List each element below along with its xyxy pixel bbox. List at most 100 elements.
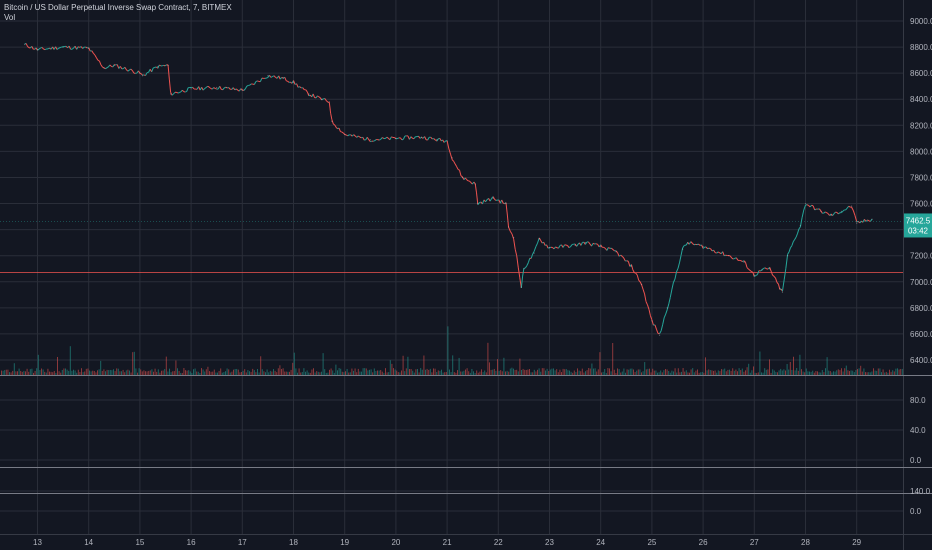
volume-bar: [218, 370, 220, 375]
volume-bar: [257, 368, 258, 375]
price-segment: [105, 67, 108, 70]
volume-bar: [815, 371, 817, 375]
x-axis-tick-label: 26: [699, 538, 708, 547]
volume-bar: [674, 368, 676, 375]
price-segment: [130, 68, 133, 71]
volume-bar: [689, 372, 690, 375]
volume-bar: [753, 366, 754, 375]
price-segment: [58, 47, 61, 49]
price-segment: [533, 246, 537, 252]
price-axis-tick-label: 6600.0: [910, 330, 932, 339]
volume-bar: [289, 371, 290, 375]
volume-bar: [349, 372, 351, 375]
volume-bar: [255, 372, 257, 375]
volume-bar: [93, 370, 95, 375]
volume-bar: [477, 372, 479, 375]
volume-bar: [777, 372, 778, 375]
price-segment: [237, 89, 240, 92]
price-segment: [489, 198, 493, 202]
volume-bar: [660, 370, 662, 375]
price-segment: [299, 86, 302, 89]
volume-bar: [473, 371, 474, 375]
volume-bar: [429, 368, 431, 375]
price-segment: [421, 136, 424, 139]
volume-bar: [207, 366, 209, 375]
volume-bar: [732, 368, 734, 375]
price-segment: [362, 137, 365, 141]
volume-bar: [498, 370, 500, 375]
price-data-point: [523, 268, 525, 270]
volume-bar: [127, 369, 129, 375]
volume-bar: [271, 371, 273, 375]
volume-bar: [781, 370, 783, 375]
volume-bar: [209, 371, 210, 375]
price-segment: [98, 60, 102, 66]
volume-bar: [722, 369, 724, 375]
price-segment: [448, 148, 451, 155]
volume-bar: [559, 369, 561, 375]
x-axis-tick-label: 29: [852, 538, 861, 547]
price-segment: [131, 70, 135, 74]
volume-bar: [788, 369, 790, 375]
price-segment: [419, 136, 422, 139]
volume-bar: [138, 368, 140, 375]
price-segment: [345, 134, 348, 137]
volume-bar: [285, 371, 287, 375]
volume-bar: [425, 369, 426, 375]
volume-bar: [468, 371, 470, 375]
price-data-point: [103, 67, 105, 69]
price-segment: [540, 240, 543, 244]
volume-bar: [618, 369, 620, 375]
price-segment: [302, 87, 305, 90]
volume-bar: [412, 370, 414, 375]
volume-bar: [537, 369, 538, 375]
volume-bar: [433, 368, 434, 375]
volume-bar: [437, 370, 439, 375]
volume-bar: [284, 371, 286, 375]
volume-bar: [177, 368, 178, 375]
volume-bar: [521, 369, 522, 375]
volume-bar: [818, 372, 820, 375]
volume-bar: [809, 371, 810, 375]
price-segment: [770, 270, 774, 276]
volume-bar: [330, 368, 332, 375]
volume-bar: [333, 372, 335, 375]
volume-bar: [103, 369, 105, 375]
volume-bar: [823, 372, 825, 375]
price-segment: [168, 79, 172, 93]
volume-bar: [45, 372, 47, 375]
volume-bar: [405, 368, 407, 375]
volume-bar: [738, 368, 740, 375]
volume-bar: [865, 372, 866, 375]
price-segment: [562, 244, 565, 248]
volume-bar: [866, 372, 868, 375]
volume-bar: [236, 368, 238, 375]
price-segment: [535, 242, 539, 247]
price-segment: [293, 80, 296, 85]
volume-bar: [610, 371, 612, 375]
volume-bar: [863, 368, 865, 375]
price-data-point: [420, 136, 423, 138]
price-segment: [55, 46, 58, 50]
price-segment: [106, 66, 109, 69]
volume-bar: [828, 370, 830, 375]
price-segment: [836, 212, 839, 215]
volume-bar: [300, 372, 302, 375]
price-segment: [588, 241, 591, 245]
volume-bar: [449, 369, 450, 375]
price-segment: [522, 268, 525, 277]
price-segment: [287, 80, 290, 83]
x-axis-tick-label: 20: [391, 538, 400, 547]
price-segment: [85, 46, 88, 49]
price-segment: [284, 77, 287, 81]
volume-bar: [557, 372, 559, 375]
price-data-point: [321, 98, 323, 100]
volume-bar: [108, 370, 110, 375]
price-segment: [401, 138, 404, 141]
price-segment: [249, 83, 252, 86]
volume-bar: [290, 369, 292, 375]
price-segment: [71, 47, 74, 50]
volume-bar: [297, 372, 298, 375]
volume-bar: [109, 369, 111, 375]
